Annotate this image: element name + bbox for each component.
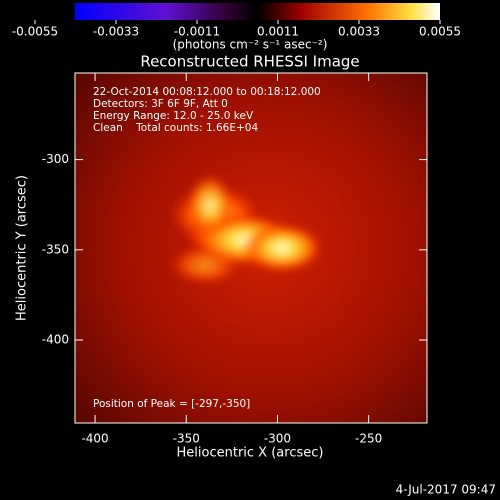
x-tick-label: -250 [355,432,382,446]
x-axis-label: Heliocentric X (arcsec) [177,446,324,461]
chart-title: Reconstructed RHESSI Image [140,53,359,71]
colorbar-tick-label: 0.0033 [338,25,380,39]
annotation: 22-Oct-2014 00:08:12.000 to 00:18:12.000 [93,86,321,98]
x-tick-label: -400 [81,432,108,446]
y-axis-label: Heliocentric Y (arcsec) [15,175,30,321]
annotation: Detectors: 3F 6F 9F, Att 0 [93,98,228,110]
colorbar [75,3,440,20]
colorbar-tick-label: 0.0011 [257,25,299,39]
x-tick-label: -300 [264,432,291,446]
colorbar-tick-label: -0.0055 [12,25,58,39]
y-tick-label: -400 [42,333,69,347]
peak-annotation: Position of Peak = [-297,-350] [93,398,250,410]
colorbar-tick-label: 0.0055 [419,25,461,39]
timestamp: 4-Jul-2017 09:47 [396,483,496,497]
y-tick-label: -350 [42,242,69,256]
colorbar-label: (photons cm⁻² s⁻¹ asec⁻²) [173,38,328,52]
image [75,73,427,423]
annotation: Clean Total counts: 1.66E+04 [93,122,258,134]
colorbar-tick-label: -0.0011 [174,25,220,39]
annotation: Energy Range: 12.0 - 25.0 keV [93,110,254,122]
colorbar-tick-label: -0.0033 [93,25,139,39]
y-tick-label: -300 [42,152,69,166]
plot-frame [74,72,428,424]
x-tick-label: -350 [173,432,200,446]
